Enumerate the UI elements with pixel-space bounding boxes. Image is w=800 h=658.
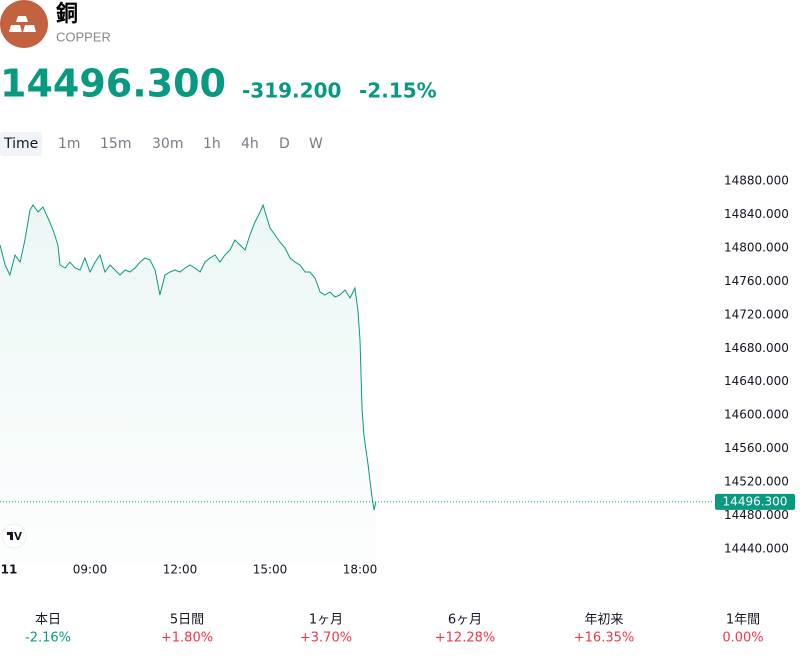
- tab[interactable]: D: [279, 136, 290, 152]
- x-tick-label: 12:00: [163, 563, 198, 577]
- x-tick-label: 09:00: [73, 563, 108, 577]
- period-label: 1年間: [726, 613, 760, 628]
- y-tick-label: 14880.000: [724, 174, 789, 188]
- tabs: Time 1m 15m 30m 1h 4h D W: [0, 132, 323, 156]
- price-line: [0, 203, 377, 511]
- period-label: 1ヶ月: [309, 613, 343, 628]
- change: -319.200: [242, 79, 341, 103]
- period-label: 6ヶ月: [448, 613, 482, 628]
- tv-logo: [1, 523, 27, 549]
- last-price-label: 14496.300: [723, 494, 788, 508]
- logo: [0, 0, 48, 48]
- period-change: +16.35%: [574, 631, 634, 646]
- tab[interactable]: 30m: [152, 136, 183, 152]
- period-label: 年初来: [584, 613, 623, 628]
- y-tick-label: 14640.000: [724, 374, 789, 388]
- tab[interactable]: W: [309, 136, 323, 152]
- period-change: -2.16%: [25, 631, 71, 646]
- tab[interactable]: 1m: [58, 136, 81, 152]
- tab[interactable]: 1h: [203, 136, 221, 152]
- last-price-box: [715, 493, 795, 510]
- change-percent: -2.15%: [359, 79, 437, 103]
- x-tick-label: 15:00: [253, 563, 288, 577]
- period-label: 5日間: [170, 613, 204, 628]
- y-tick-label: 14480.000: [724, 508, 789, 522]
- y-tick-label: 14720.000: [724, 307, 789, 321]
- area-fill: [0, 205, 376, 562]
- y-tick-label: 14440.000: [724, 541, 789, 555]
- y-tick-label: 14760.000: [724, 274, 789, 288]
- performance: 本日 -2.16% 5日間 +1.80% 1ヶ月 +3.70% 6ヶ月 +12.28% 年初来 +…: [25, 613, 764, 646]
- period-change: 0.00%: [722, 631, 763, 646]
- y-tick-label: 14680.000: [724, 341, 789, 355]
- period-change: +1.80%: [161, 631, 213, 646]
- x-tick-label: 11: [1, 563, 18, 577]
- period-label: 本日: [35, 613, 61, 628]
- tab-selected-bg: [0, 132, 42, 156]
- tab[interactable]: 15m: [100, 136, 131, 152]
- asset-symbol: COPPER: [56, 29, 111, 44]
- y-tick-label: 14800.000: [724, 240, 789, 254]
- tab[interactable]: Time: [3, 136, 38, 152]
- asset-name: 銅: [56, 1, 78, 27]
- period-change: +3.70%: [300, 631, 352, 646]
- y-tick-label: 14560.000: [724, 441, 789, 455]
- y-tick-label: 14600.000: [724, 408, 789, 422]
- period-change: +12.28%: [435, 631, 495, 646]
- chart: 14440.000 14480.000 14520.000 14560.000 1460…: [0, 174, 795, 577]
- price: 14496.300: [0, 62, 226, 106]
- y-tick-label: 14840.000: [724, 207, 789, 221]
- y-tick-label: 14520.000: [724, 475, 789, 489]
- tab[interactable]: 4h: [241, 136, 259, 152]
- x-tick-label: 18:00: [343, 563, 378, 577]
